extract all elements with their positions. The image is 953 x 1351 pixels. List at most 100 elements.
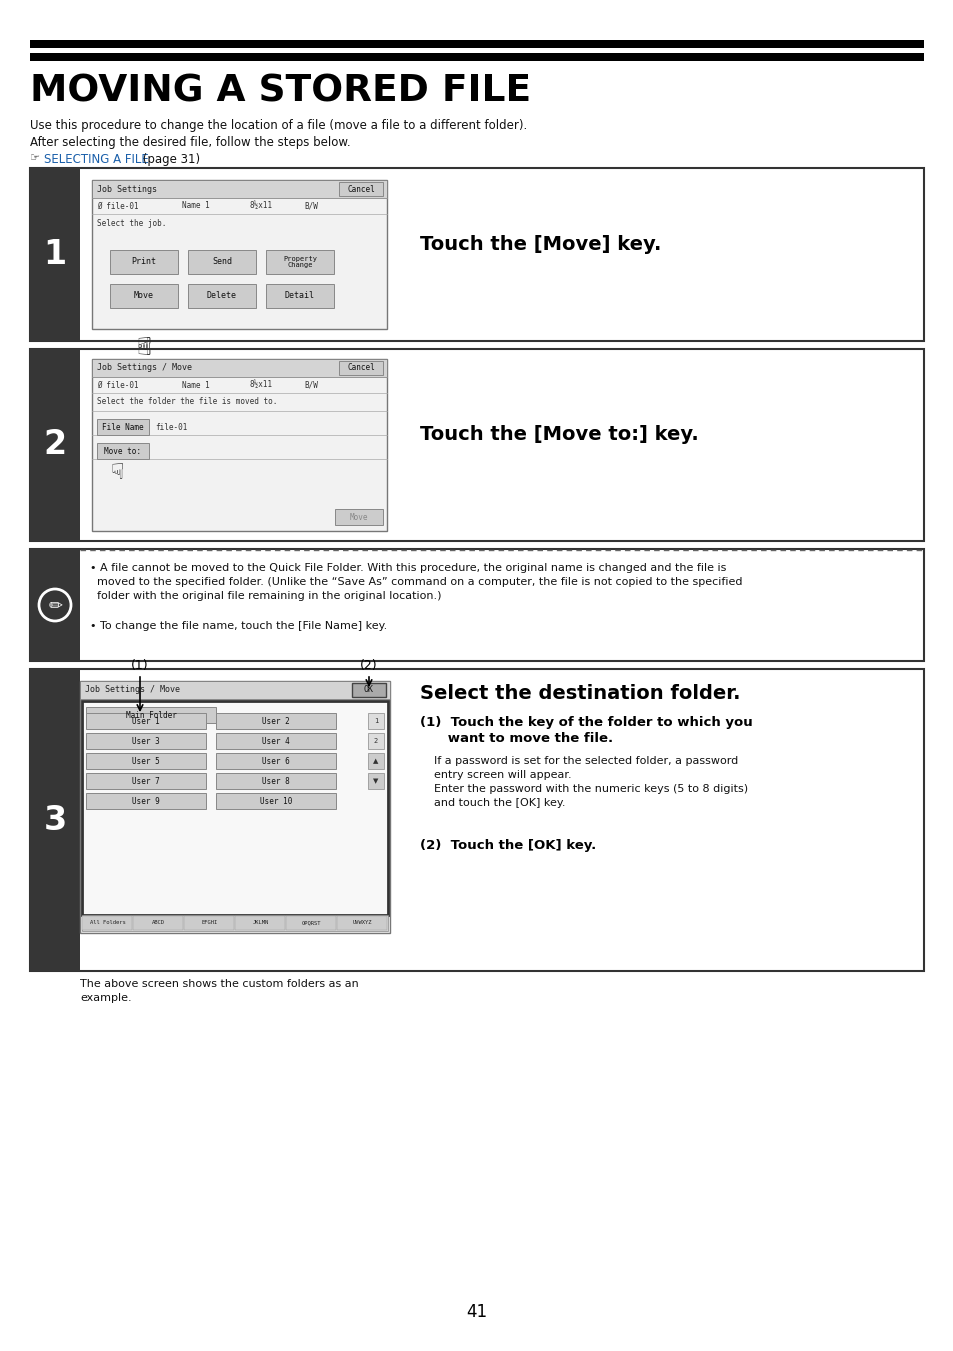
Text: • A file cannot be moved to the Quick File Folder. With this procedure, the orig: • A file cannot be moved to the Quick Fi… bbox=[90, 563, 741, 601]
Bar bbox=[110, 250, 178, 274]
Text: (1)  Touch the key of the folder to which you: (1) Touch the key of the folder to which… bbox=[419, 716, 752, 730]
Text: After selecting the desired file, follow the steps below.: After selecting the desired file, follow… bbox=[30, 136, 351, 149]
Bar bbox=[335, 509, 382, 526]
Text: Job Settings / Move: Job Settings / Move bbox=[85, 685, 180, 694]
Text: User 7: User 7 bbox=[132, 777, 160, 785]
Text: Select the job.: Select the job. bbox=[97, 219, 166, 227]
Text: 2: 2 bbox=[44, 428, 67, 462]
Bar bbox=[368, 753, 384, 769]
Bar bbox=[184, 916, 234, 929]
Text: File Name: File Name bbox=[102, 423, 144, 431]
Text: Touch the [Move to:] key.: Touch the [Move to:] key. bbox=[419, 426, 698, 444]
Text: User 1: User 1 bbox=[132, 716, 160, 725]
Text: Move: Move bbox=[350, 512, 368, 521]
Text: EFGHI: EFGHI bbox=[201, 920, 217, 925]
Text: Cancel: Cancel bbox=[347, 185, 375, 193]
Text: • To change the file name, touch the [File Name] key.: • To change the file name, touch the [Fi… bbox=[90, 621, 387, 631]
Text: Cancel: Cancel bbox=[347, 363, 375, 373]
Text: file-01: file-01 bbox=[154, 423, 187, 431]
Text: 41: 41 bbox=[466, 1302, 487, 1321]
Bar bbox=[30, 349, 80, 540]
Bar bbox=[337, 916, 387, 929]
Text: Move: Move bbox=[133, 292, 153, 300]
Text: ☞: ☞ bbox=[30, 153, 44, 163]
Text: ▼: ▼ bbox=[373, 778, 378, 784]
Bar bbox=[30, 53, 923, 61]
Text: 2: 2 bbox=[374, 738, 377, 744]
Text: If a password is set for the selected folder, a password
entry screen will appea: If a password is set for the selected fo… bbox=[434, 757, 747, 808]
Bar bbox=[338, 182, 382, 196]
Text: All Folders: All Folders bbox=[90, 920, 125, 925]
Text: User 10: User 10 bbox=[259, 797, 292, 805]
Text: UVWXYZ: UVWXYZ bbox=[353, 920, 372, 925]
Bar bbox=[82, 915, 388, 931]
Text: User 3: User 3 bbox=[132, 736, 160, 746]
Text: JKLMN: JKLMN bbox=[253, 920, 269, 925]
Bar bbox=[215, 713, 335, 730]
Text: Detail: Detail bbox=[285, 292, 314, 300]
Text: ▲: ▲ bbox=[373, 758, 378, 765]
Text: (2): (2) bbox=[360, 659, 377, 671]
Bar bbox=[80, 681, 390, 934]
Text: Select the folder the file is moved to.: Select the folder the file is moved to. bbox=[97, 397, 277, 407]
Text: Select the destination folder.: Select the destination folder. bbox=[419, 684, 740, 703]
Text: ABCD: ABCD bbox=[152, 920, 165, 925]
Bar bbox=[368, 773, 384, 789]
Text: Delete: Delete bbox=[207, 292, 236, 300]
Bar bbox=[86, 773, 206, 789]
Bar bbox=[235, 916, 285, 929]
Text: Job Settings / Move: Job Settings / Move bbox=[97, 363, 192, 373]
Bar bbox=[91, 180, 387, 330]
Text: User 5: User 5 bbox=[132, 757, 160, 766]
Bar bbox=[91, 359, 387, 377]
Text: Print: Print bbox=[132, 258, 156, 266]
Bar bbox=[30, 669, 80, 971]
Text: B/W: B/W bbox=[304, 381, 317, 389]
Bar bbox=[30, 549, 923, 661]
Bar bbox=[188, 250, 255, 274]
Bar bbox=[338, 361, 382, 376]
Bar bbox=[215, 734, 335, 748]
Bar bbox=[97, 419, 149, 435]
Text: 8½x11: 8½x11 bbox=[250, 201, 273, 211]
Text: 3: 3 bbox=[43, 804, 67, 836]
Text: User 6: User 6 bbox=[262, 757, 290, 766]
Text: SELECTING A FILE: SELECTING A FILE bbox=[44, 153, 149, 166]
Bar bbox=[86, 713, 206, 730]
Bar bbox=[91, 359, 387, 531]
Text: User 2: User 2 bbox=[262, 716, 290, 725]
Bar bbox=[266, 250, 334, 274]
Text: OPQRST: OPQRST bbox=[301, 920, 321, 925]
Bar bbox=[215, 753, 335, 769]
Bar bbox=[30, 168, 923, 340]
Bar bbox=[91, 180, 387, 199]
Bar bbox=[352, 684, 386, 697]
Bar bbox=[286, 916, 336, 929]
Bar bbox=[30, 669, 923, 971]
Bar bbox=[30, 168, 80, 340]
Text: (page 31): (page 31) bbox=[139, 153, 200, 166]
Text: User 8: User 8 bbox=[262, 777, 290, 785]
Bar bbox=[97, 443, 149, 459]
Text: 1: 1 bbox=[374, 717, 377, 724]
Text: Touch the [Move] key.: Touch the [Move] key. bbox=[419, 235, 660, 254]
Bar bbox=[86, 734, 206, 748]
Bar bbox=[215, 773, 335, 789]
Text: ☟: ☟ bbox=[111, 463, 124, 484]
Bar bbox=[86, 707, 215, 723]
Text: B/W: B/W bbox=[304, 201, 317, 211]
Text: ☝: ☝ bbox=[136, 336, 152, 359]
Text: Main Folder: Main Folder bbox=[126, 711, 176, 720]
Text: OK: OK bbox=[364, 685, 374, 694]
Text: Name 1: Name 1 bbox=[182, 201, 210, 211]
Bar bbox=[86, 753, 206, 769]
Bar bbox=[86, 793, 206, 809]
Text: (2)  Touch the [OK] key.: (2) Touch the [OK] key. bbox=[419, 839, 596, 852]
Text: Move to:: Move to: bbox=[105, 446, 141, 455]
Text: Ø file-01: Ø file-01 bbox=[97, 201, 138, 211]
Text: User 4: User 4 bbox=[262, 736, 290, 746]
Text: MOVING A STORED FILE: MOVING A STORED FILE bbox=[30, 73, 531, 109]
Text: Property
Change: Property Change bbox=[283, 255, 316, 269]
Bar bbox=[110, 284, 178, 308]
Text: Job Settings: Job Settings bbox=[97, 185, 157, 193]
